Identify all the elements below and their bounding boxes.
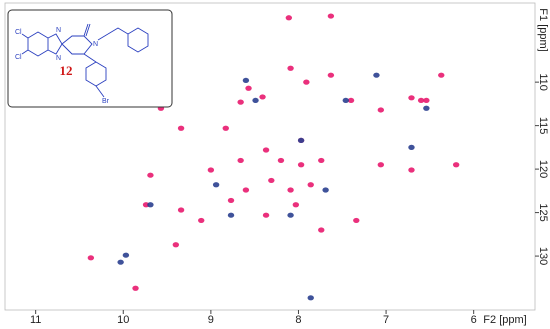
peak bbox=[122, 252, 130, 258]
peak bbox=[297, 137, 305, 144]
peak bbox=[212, 182, 220, 188]
peak bbox=[373, 72, 380, 78]
peak bbox=[287, 65, 294, 71]
peak bbox=[222, 125, 229, 131]
peak bbox=[227, 212, 235, 218]
peak bbox=[242, 77, 250, 84]
atom-label: Cl bbox=[15, 29, 22, 36]
bond bbox=[85, 23, 91, 37]
peak bbox=[318, 157, 325, 164]
peak bbox=[342, 97, 349, 104]
peak bbox=[147, 202, 154, 208]
peak bbox=[408, 95, 415, 101]
peak bbox=[322, 187, 329, 193]
peak bbox=[245, 85, 252, 91]
y-tick-label: 110 bbox=[537, 73, 549, 91]
peak bbox=[318, 227, 325, 233]
x-tick-label: 6 bbox=[471, 314, 477, 326]
atom-label: Br bbox=[102, 98, 110, 105]
peak bbox=[417, 97, 425, 104]
peak bbox=[307, 295, 314, 301]
atom-label: N bbox=[56, 27, 61, 34]
peak bbox=[285, 15, 293, 21]
atom-label: Cl bbox=[15, 54, 22, 61]
peak bbox=[423, 105, 430, 111]
ring bbox=[107, 27, 149, 53]
peak bbox=[198, 217, 205, 224]
peak bbox=[177, 207, 185, 213]
peak bbox=[117, 259, 124, 265]
x-tick-label: 9 bbox=[208, 314, 214, 326]
peak bbox=[377, 162, 385, 168]
peak bbox=[277, 157, 285, 164]
peak bbox=[252, 97, 259, 104]
structure-bonds bbox=[21, 23, 149, 98]
peak bbox=[347, 97, 355, 104]
bond bbox=[97, 33, 109, 41]
peak bbox=[262, 147, 270, 153]
bond bbox=[21, 33, 29, 39]
peak bbox=[452, 162, 460, 168]
bond bbox=[21, 49, 29, 55]
peak bbox=[259, 94, 266, 100]
peak bbox=[262, 212, 270, 218]
peak bbox=[438, 72, 445, 78]
plot-frame bbox=[4, 2, 536, 311]
x-tick-label: 8 bbox=[295, 314, 301, 326]
peak bbox=[237, 157, 244, 164]
peak bbox=[132, 285, 139, 291]
x-tick-label: 11 bbox=[30, 314, 41, 326]
peak bbox=[377, 107, 385, 113]
structure-inset: Cl Cl N N N Br 12 bbox=[7, 9, 173, 108]
peak bbox=[227, 197, 235, 204]
peak bbox=[207, 167, 215, 173]
y-tick-label: 125 bbox=[537, 203, 549, 221]
peak bbox=[408, 144, 415, 150]
bond bbox=[83, 53, 97, 63]
x-axis-label: F2 [ppm] bbox=[483, 314, 526, 326]
peak bbox=[287, 187, 294, 193]
y-tick-label: 120 bbox=[537, 160, 549, 178]
compound-label: 12 bbox=[60, 63, 73, 78]
y-tick-label: 130 bbox=[537, 247, 549, 265]
peak bbox=[287, 212, 294, 218]
peak bbox=[142, 202, 150, 208]
peak bbox=[327, 13, 335, 19]
y-tick-label: 115 bbox=[537, 117, 549, 135]
peak bbox=[353, 217, 360, 224]
bond bbox=[83, 23, 89, 37]
y-axis-label: F1 [ppm] bbox=[537, 8, 549, 51]
peak bbox=[297, 162, 305, 168]
peak bbox=[147, 172, 154, 178]
peak bbox=[177, 125, 185, 131]
peak bbox=[87, 255, 95, 261]
peak bbox=[292, 202, 300, 208]
peak bbox=[172, 242, 180, 248]
peak bbox=[423, 97, 430, 104]
peak bbox=[268, 177, 275, 184]
atom-label: N bbox=[56, 55, 61, 62]
x-tick-label: 10 bbox=[117, 314, 129, 326]
atom-label: N bbox=[93, 41, 98, 48]
peak bbox=[242, 187, 250, 193]
ring bbox=[61, 35, 93, 55]
peak bbox=[307, 182, 314, 188]
x-tick-label: 7 bbox=[383, 314, 389, 326]
peak bbox=[237, 99, 244, 105]
bond bbox=[95, 85, 105, 98]
peak bbox=[303, 79, 310, 85]
peak bbox=[408, 167, 415, 173]
peak bbox=[327, 72, 335, 78]
